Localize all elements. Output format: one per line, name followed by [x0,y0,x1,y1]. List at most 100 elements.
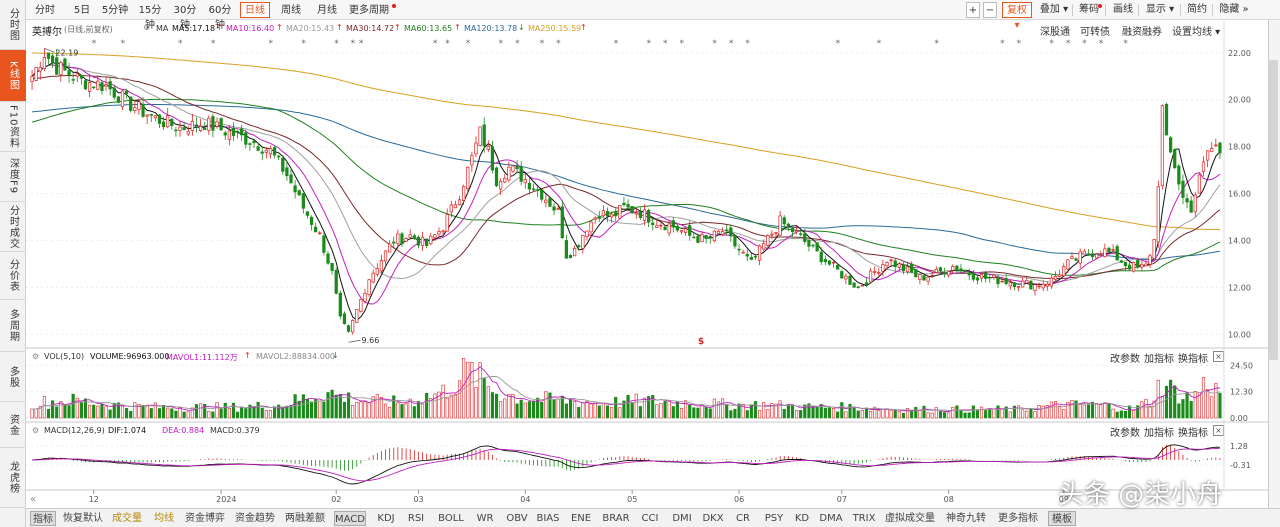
indicator-tab[interactable]: 更多指标 [998,513,1038,524]
period-tab[interactable]: 日线 [240,2,270,18]
candle-body [437,231,441,235]
indicator-tab[interactable]: PSY [764,513,784,524]
vol-switch-indicator-button[interactable]: 换指标 [1178,354,1208,365]
kline-chart[interactable]: 22.00 20.00 18.00 16.00 14.00 12.00 10.00 24.50… [26,20,1268,508]
indicator-tab[interactable]: 两融差额 [285,513,325,524]
indicator-tab[interactable]: DMI [672,513,692,524]
volume-bar [1197,392,1201,419]
indicator-tab[interactable]: MACD [334,511,366,526]
macd-edit-params-button[interactable]: 改参数 [1110,428,1140,439]
volume-bar [235,411,240,419]
volume-bar [638,406,642,419]
volume-bar [359,401,363,419]
settings-gear-icon[interactable]: ⚙ [32,426,40,435]
left-nav-item[interactable]: 资金 [0,402,26,448]
indicator-tab[interactable]: 资金博弈 [185,513,225,524]
zoom-in-button[interactable]: + [966,2,980,18]
period-tab[interactable]: 60分钟 [208,5,232,31]
macd-switch-indicator-button[interactable]: 换指标 [1178,428,1208,439]
display-button[interactable]: 显示 ▾ [1145,4,1175,15]
draw-line-button[interactable]: 画线 [1113,4,1133,15]
candle-body [281,157,285,172]
indicator-tab[interactable]: RSI [407,513,425,524]
indicator-tab[interactable]: KDJ [377,513,395,524]
indicator-tab[interactable]: KD [794,513,810,524]
overlay-button[interactable]: 叠加 ▾ [1039,4,1069,15]
period-tab[interactable]: 15分钟 [138,5,162,31]
ma30-value: MA30:14.72 [346,24,395,33]
volume-bar [790,404,795,419]
candle-body [1140,264,1144,268]
indicator-tab[interactable]: DKX [702,513,724,524]
candle-body [71,79,75,81]
candle-body [1103,248,1107,257]
chips-button[interactable]: 筹码 [1079,4,1099,15]
candle-body [1144,263,1148,267]
vol-edit-params-button[interactable]: 改参数 [1110,354,1140,365]
zoom-out-button[interactable]: − [983,2,997,18]
indicator-tab[interactable]: BOLL [438,513,464,524]
indicator-tab[interactable]: CCI [641,513,659,524]
candle-body [449,204,453,213]
left-nav-item[interactable]: 分时成交 [0,202,26,252]
left-nav-item[interactable]: F10资料 [0,102,26,152]
adjust-button[interactable]: 复权 ▾ [1002,2,1032,31]
left-nav-item[interactable]: 深度F9 [0,152,26,202]
candle-body [490,146,495,171]
left-nav-item[interactable]: 分时图 [0,0,26,50]
left-nav-item[interactable]: 多股 [0,352,26,402]
scroll-thumb[interactable] [1269,60,1278,360]
macd-add-indicator-button[interactable]: 加指标 [1144,428,1174,439]
margin-trading-button[interactable]: 融资融券 [1122,27,1162,38]
indicator-tab[interactable]: WR [476,513,494,524]
vol-add-indicator-button[interactable]: 加指标 [1144,354,1174,365]
indicator-tab[interactable]: 虚拟成交量 [885,513,935,524]
settings-gear-icon[interactable]: ⚙ [32,352,40,361]
brief-button[interactable]: 简约 [1187,4,1207,15]
hide-button[interactable]: 隐藏 » [1219,4,1249,15]
volume-bar [1127,405,1132,419]
candle-body [157,114,162,124]
volume-bar [696,407,700,419]
price-tick-label: 16.00 [1228,190,1251,199]
indicator-tab[interactable]: ENE [570,513,592,524]
settings-gear-icon[interactable]: ⚙ [143,23,151,32]
ma-settings-button[interactable]: 设置均线 ▾ [1172,27,1221,38]
volume-bar [137,404,141,419]
indicator-tab[interactable]: OBV [506,513,528,524]
indicator-tab[interactable]: 神奇九转 [946,513,986,524]
hk-connect-button[interactable]: 深股通 [1040,27,1070,38]
indicator-tab[interactable]: BRAR [602,513,630,524]
indicator-tab[interactable]: DMA [819,513,843,524]
period-tab[interactable]: 周线 [281,5,301,16]
candle-body [170,118,174,126]
candle-body [712,230,716,242]
indicator-tab[interactable]: 均线 [154,513,174,524]
left-nav-item[interactable]: 龙虎榜 [0,448,26,508]
indicator-tab[interactable]: CR [736,513,750,524]
period-tab[interactable]: 分时 [35,5,55,16]
indicator-tab[interactable]: 成交量 [112,513,142,524]
indicator-tab[interactable]: TRIX [852,513,876,524]
volume-bar [207,410,211,419]
left-nav-item[interactable]: K线图 [0,50,26,102]
convertible-bond-button[interactable]: 可转债 [1080,27,1110,38]
indicator-tab[interactable]: BIAS [536,513,560,524]
candle-body [63,58,67,71]
indicator-tab[interactable]: 恢复默认 [63,513,103,524]
indicator-tab[interactable]: 指标 [30,511,56,526]
right-scrollbar[interactable] [1268,20,1280,510]
indicator-tab[interactable]: 资金趋势 [235,513,275,524]
period-tab[interactable]: 5日 [73,5,91,16]
period-tab[interactable]: 5分钟 [101,5,129,16]
event-marker: $ [698,337,704,347]
indicator-tab[interactable]: 模板 [1048,511,1076,526]
period-tab[interactable]: 月线 [317,5,337,16]
left-nav-item[interactable]: 多周期 [0,300,26,352]
volume-bar [725,404,729,419]
period-tab[interactable]: 30分钟 [173,5,197,31]
left-nav-item[interactable]: 分价表 [0,252,26,300]
period-tab[interactable]: 更多周期 [349,5,389,16]
candle-body [30,76,34,82]
candle-body [700,234,704,242]
